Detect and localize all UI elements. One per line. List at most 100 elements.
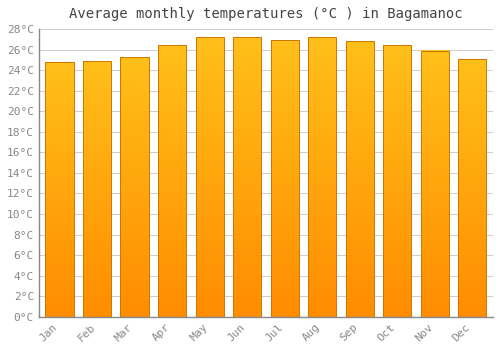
Bar: [233, 281, 261, 283]
Bar: [46, 206, 74, 208]
Bar: [83, 274, 111, 276]
Bar: [233, 287, 261, 289]
Bar: [458, 102, 486, 104]
Bar: [270, 201, 299, 203]
Bar: [120, 98, 148, 100]
Bar: [383, 58, 412, 60]
Bar: [83, 134, 111, 136]
Bar: [421, 97, 449, 99]
Bar: [233, 160, 261, 162]
Bar: [383, 116, 412, 118]
Bar: [421, 276, 449, 278]
Bar: [346, 131, 374, 133]
Bar: [83, 241, 111, 244]
Bar: [158, 56, 186, 58]
Bar: [233, 309, 261, 311]
Bar: [270, 315, 299, 317]
Bar: [120, 214, 148, 216]
Bar: [458, 188, 486, 190]
Bar: [158, 195, 186, 197]
Bar: [308, 231, 336, 233]
Bar: [196, 99, 224, 101]
Bar: [158, 241, 186, 243]
Bar: [196, 47, 224, 48]
Bar: [270, 221, 299, 223]
Bar: [346, 76, 374, 78]
Bar: [196, 253, 224, 255]
Bar: [158, 271, 186, 273]
Bar: [383, 257, 412, 259]
Bar: [158, 154, 186, 156]
Bar: [233, 278, 261, 280]
Bar: [458, 234, 486, 236]
Bar: [83, 202, 111, 204]
Bar: [196, 210, 224, 212]
Bar: [346, 157, 374, 159]
Bar: [46, 203, 74, 205]
Bar: [346, 194, 374, 196]
Bar: [383, 65, 412, 67]
Bar: [308, 173, 336, 175]
Bar: [120, 121, 148, 122]
Bar: [196, 248, 224, 250]
Bar: [233, 225, 261, 228]
Bar: [120, 178, 148, 180]
Bar: [83, 120, 111, 122]
Bar: [308, 136, 336, 138]
Bar: [46, 172, 74, 174]
Bar: [158, 184, 186, 187]
Bar: [158, 63, 186, 65]
Bar: [383, 289, 412, 292]
Bar: [458, 286, 486, 288]
Bar: [120, 289, 148, 291]
Bar: [383, 54, 412, 56]
Bar: [421, 153, 449, 155]
Bar: [46, 155, 74, 157]
Bar: [458, 225, 486, 228]
Bar: [458, 98, 486, 100]
Bar: [346, 126, 374, 128]
Bar: [158, 243, 186, 244]
Bar: [196, 181, 224, 183]
Bar: [458, 238, 486, 239]
Bar: [120, 216, 148, 218]
Bar: [158, 158, 186, 160]
Bar: [83, 243, 111, 245]
Bar: [158, 300, 186, 302]
Bar: [270, 158, 299, 160]
Bar: [83, 228, 111, 230]
Bar: [46, 282, 74, 285]
Bar: [120, 83, 148, 85]
Bar: [196, 246, 224, 248]
Bar: [120, 272, 148, 273]
Bar: [233, 99, 261, 101]
Bar: [421, 306, 449, 308]
Bar: [83, 156, 111, 158]
Bar: [46, 177, 74, 179]
Bar: [308, 43, 336, 45]
Bar: [308, 192, 336, 194]
Bar: [458, 236, 486, 238]
Bar: [83, 264, 111, 266]
Bar: [83, 308, 111, 310]
Bar: [120, 154, 148, 156]
Bar: [308, 147, 336, 149]
Bar: [421, 120, 449, 121]
Bar: [270, 64, 299, 66]
Bar: [83, 129, 111, 131]
Bar: [233, 300, 261, 302]
Bar: [46, 69, 74, 70]
Bar: [308, 74, 336, 76]
Bar: [458, 140, 486, 141]
Bar: [196, 156, 224, 159]
Bar: [421, 68, 449, 70]
Bar: [346, 315, 374, 317]
Bar: [46, 252, 74, 254]
Bar: [421, 111, 449, 113]
Bar: [196, 264, 224, 266]
Bar: [233, 257, 261, 259]
Bar: [458, 272, 486, 274]
Bar: [308, 270, 336, 272]
Bar: [83, 204, 111, 206]
Bar: [158, 60, 186, 62]
